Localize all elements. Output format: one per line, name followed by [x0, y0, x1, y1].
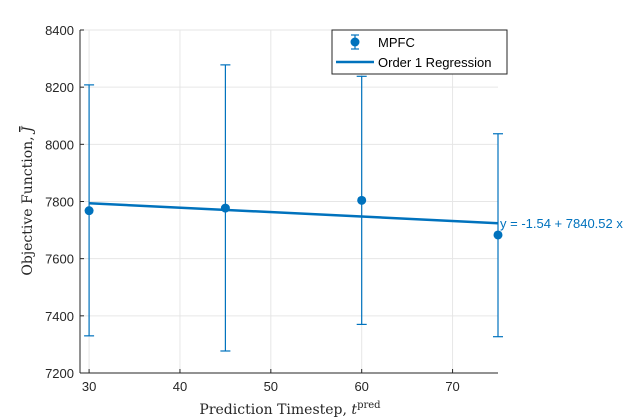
y-tick-label: 7200 — [45, 366, 74, 381]
y-tick-label: 7400 — [45, 309, 74, 324]
regression-line — [89, 201, 499, 225]
x-axis-label-text: Prediction Timestep, — [199, 402, 351, 418]
data-point — [493, 230, 503, 240]
y-axis-label: Objective Function, J — [20, 125, 36, 276]
legend: MPFC Order 1 Regression — [331, 29, 508, 75]
x-tick-label: 30 — [82, 379, 96, 394]
axis-layer — [79, 29, 498, 374]
grid-layer — [80, 29, 498, 374]
x-axis-label: Prediction Timestep, tpred — [199, 400, 381, 418]
regression-equation-annotation: y = -1.54 + 7840.52 x — [500, 216, 623, 231]
x-tick-label: 70 — [445, 379, 459, 394]
x-tick-label: 40 — [173, 379, 187, 394]
data-point — [220, 203, 230, 213]
y-tick-label: 8400 — [45, 23, 74, 38]
y-axis-label-symbol: J — [20, 125, 36, 135]
data-point — [357, 195, 367, 205]
x-tick-label: 60 — [354, 379, 368, 394]
x-axis-label-symbol: t — [351, 402, 357, 418]
y-tick-label: 8200 — [45, 80, 74, 95]
legend-dot — [350, 37, 360, 47]
y-tick-label: 8000 — [45, 137, 74, 152]
tick-label-layer: 30 40 50 60 70 7200 7400 7600 7800 8000 8200 8400 — [45, 23, 460, 394]
legend-box — [331, 29, 508, 75]
y-tick-label: 7600 — [45, 252, 74, 267]
data-point — [84, 206, 94, 216]
y-axis-label-text: Objective Function, — [20, 132, 36, 276]
legend-entry-mpfc: MPFC — [378, 35, 415, 50]
x-axis-label-superscript: pred — [357, 400, 381, 411]
legend-errorbar-marker — [350, 34, 360, 50]
series-layer — [84, 64, 503, 352]
legend-entry-regression: Order 1 Regression — [378, 55, 491, 70]
y-tick-label: 7800 — [45, 195, 74, 210]
x-tick-label: 50 — [264, 379, 278, 394]
